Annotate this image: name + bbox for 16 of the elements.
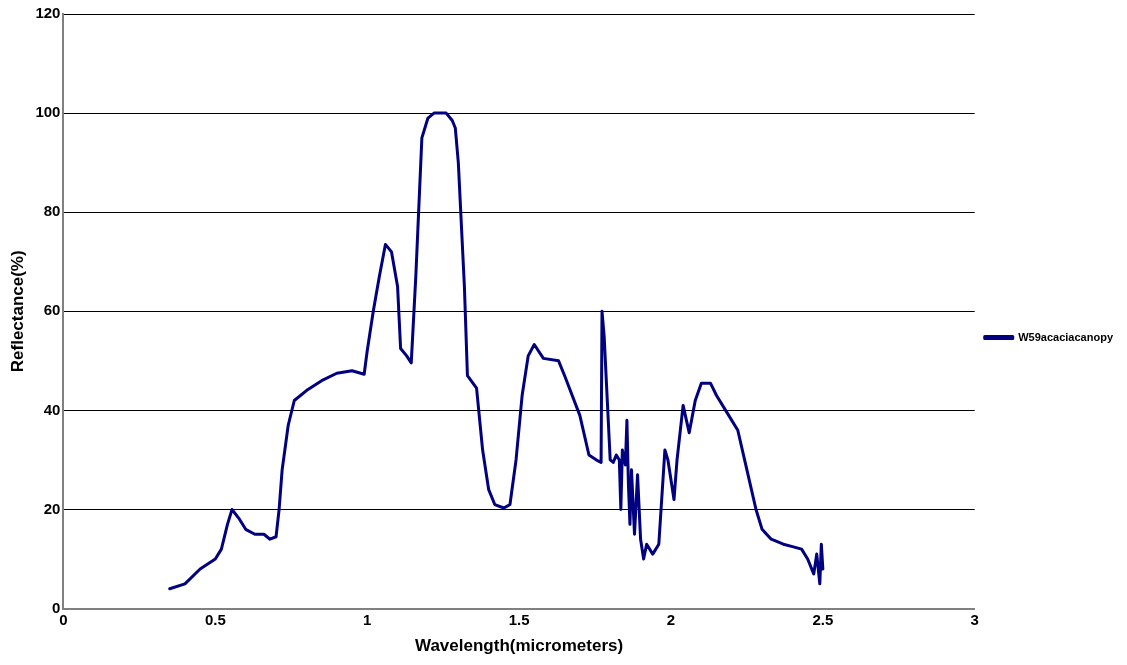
x-axis-title: Wavelength(micrometers) xyxy=(415,636,624,656)
y-tick-label: 0 xyxy=(52,598,61,616)
x-tick-label: 1 xyxy=(363,610,372,628)
y-tick-label: 40 xyxy=(43,400,61,418)
x-tick-label: 2.5 xyxy=(812,610,834,628)
y-tick-label: 80 xyxy=(43,202,61,220)
x-tick-label: 2 xyxy=(666,610,676,628)
y-axis-title: Reflectance(%) xyxy=(7,250,27,373)
y-tick-label: 60 xyxy=(43,301,61,319)
x-tick-label: 0.5 xyxy=(204,610,226,628)
y-tick-label: 20 xyxy=(43,499,61,517)
legend-label: W59acaciacanopy xyxy=(1018,330,1114,343)
x-tick-label: 1.5 xyxy=(508,610,530,628)
y-tick-label: 120 xyxy=(35,4,61,22)
y-tick-label: 100 xyxy=(35,103,61,121)
x-tick-label: 3 xyxy=(970,610,979,628)
